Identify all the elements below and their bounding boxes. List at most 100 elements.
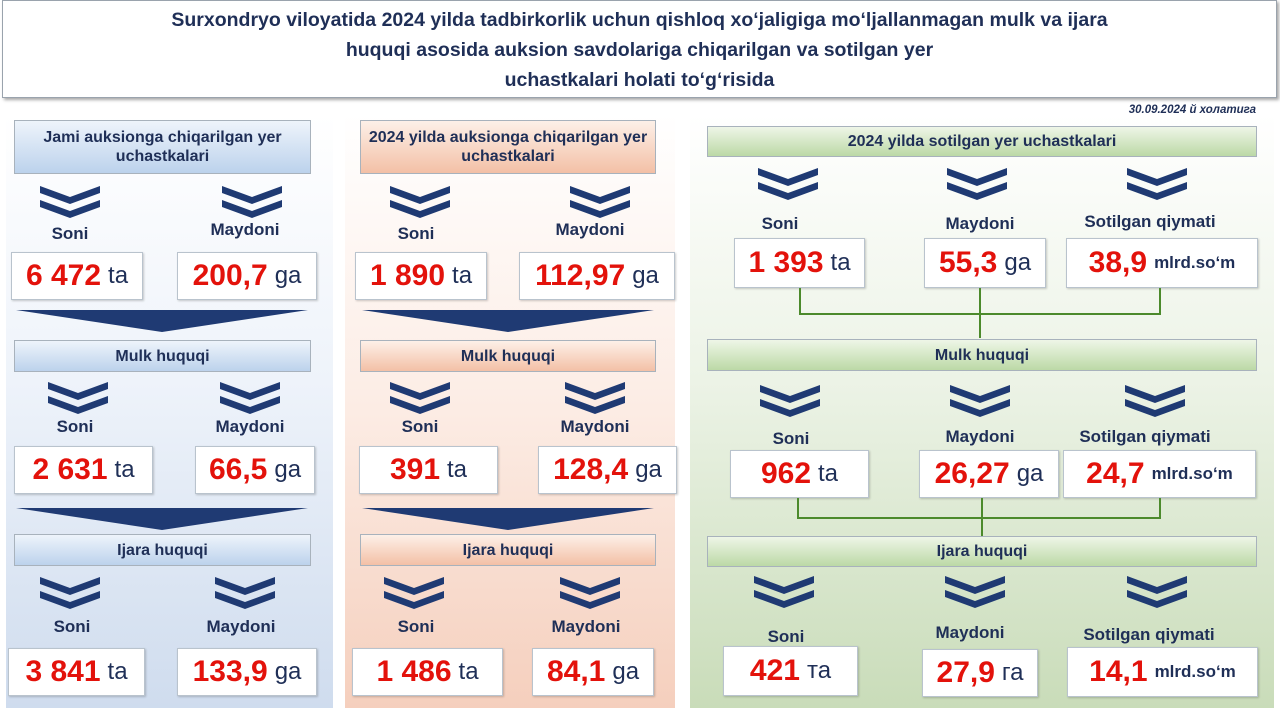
col1-ijara-header: Ijara huquqi [14, 534, 311, 566]
col2-total-maydoni: 112,97 [535, 259, 626, 292]
col2-mulk-soni: 391 [389, 453, 441, 486]
soni-label: Soni [772, 429, 810, 448]
col3-total-qiymati-box: 38,9 mlrd.so‘m [1066, 238, 1258, 288]
title-box: Surxondryo viloyatida 2024 yilda tadbirk… [2, 0, 1277, 98]
unit-ta: ta [107, 658, 128, 685]
chevron-down-icon [222, 186, 282, 218]
unit-mlrd: mlrd.so‘m [1154, 662, 1236, 681]
col3-mulk-qiymati: 24,7 [1086, 457, 1145, 490]
chevron-down-icon [947, 168, 1007, 200]
col3-ijara-soni-box: 421 та [723, 646, 858, 696]
chevron-down-icon [570, 186, 630, 218]
maydoni-label: Maydoni [935, 623, 1005, 642]
col3-total-qiymati: 38,9 [1088, 246, 1148, 279]
soni-label: Soni [51, 224, 89, 243]
col1-mulk-maydoni: 66,5 [208, 453, 268, 486]
chevron-down-icon [950, 385, 1010, 417]
maydoni-label: Maydoni [206, 617, 276, 636]
unit-ga: ga [274, 456, 302, 483]
col2-mulk-maydoni-box: 128,4 ga [538, 446, 677, 494]
chevron-down-icon [1127, 576, 1187, 608]
unit-ta: ta [108, 262, 129, 289]
unit-ga: ga [274, 262, 302, 289]
col3-total-maydoni-box: 55,3 ga [924, 238, 1046, 288]
col1-mulk-maydoni-box: 66,5 ga [195, 446, 315, 494]
soni-label: Soni [397, 224, 435, 243]
chevron-down-icon [760, 385, 820, 417]
unit-ta: ta [114, 456, 135, 483]
chevron-down-icon [560, 577, 620, 609]
unit-ga: ga [612, 658, 640, 685]
chevron-down-icon [390, 186, 450, 218]
qiymati-label: Sotilgan qiymati [1084, 212, 1216, 231]
col2-ijara-header: Ijara huquqi [360, 534, 656, 566]
soni-label: Soni [56, 417, 94, 436]
col1-mulk-soni: 2 631 [32, 453, 108, 486]
col1-ijara-maydoni-box: 133,9 ga [177, 648, 317, 696]
down-arrow-icon [362, 508, 654, 530]
col1-total-soni: 6 472 [25, 259, 102, 292]
title-line-1: Surxondryo viloyatida 2024 yilda tadbirk… [171, 9, 1108, 31]
panel-2024-auction [345, 114, 675, 708]
unit-ta: ta [458, 658, 479, 685]
col1-total-maydoni-box: 200,7 ga [177, 252, 317, 300]
maydoni-label: Maydoni [551, 617, 621, 636]
col3-mulk-maydoni: 26,27 [934, 457, 1010, 490]
col3-ijara-soni: 421 [749, 654, 800, 687]
maydoni-label: Maydoni [210, 220, 280, 239]
qiymati-label: Sotilgan qiymati [1083, 625, 1215, 644]
col2-ijara-maydoni-box: 84,1 ga [532, 648, 654, 696]
down-arrow-icon [16, 310, 308, 332]
col1-header: Jami auksionga chiqarilgan yer uchastkal… [14, 120, 311, 174]
col2-mulk-maydoni: 128,4 [553, 453, 629, 486]
connector-lines [797, 498, 1161, 536]
unit-ga: ga [1016, 460, 1044, 487]
col1-total-soni-box: 6 472 ta [11, 252, 143, 300]
unit-ga: ga [632, 262, 659, 289]
col2-header: 2024 yilda auksionga chiqarilgan yer uch… [360, 120, 656, 174]
chevron-down-icon [945, 576, 1005, 608]
chevron-down-icon [215, 577, 275, 609]
col3-total-soni: 1 393 [748, 246, 824, 279]
soni-label: Soni [397, 617, 435, 636]
col3-mulk-maydoni-box: 26,27 ga [919, 450, 1059, 498]
down-arrow-icon [362, 310, 654, 332]
maydoni-label: Maydoni [945, 427, 1015, 446]
maydoni-label: Maydoni [215, 417, 285, 436]
col3-mulk-soni-box: 962 ta [730, 450, 869, 498]
col2-mulk-soni-box: 391 ta [359, 446, 498, 494]
col3-mulk-header: Mulk huquqi [707, 339, 1257, 371]
col3-mulk-qiymati-box: 24,7 mlrd.so‘m [1063, 450, 1256, 498]
col2-ijara-soni: 1 486 [376, 655, 452, 688]
col1-total-maydoni: 200,7 [192, 259, 268, 292]
title-line-2: huquqi asosida auksion savdolariga chiqa… [345, 39, 934, 61]
col3-ijara-qiymati: 14,1 [1089, 655, 1148, 688]
chevron-down-icon [40, 577, 100, 609]
col2-ijara-soni-box: 1 486 ta [352, 648, 503, 696]
chevron-down-icon [390, 382, 450, 414]
maydoni-label: Maydoni [560, 417, 630, 436]
chevron-down-icon [384, 577, 444, 609]
qiymati-label: Sotilgan qiymati [1079, 427, 1211, 446]
chevron-down-icon [1127, 168, 1187, 200]
unit-mlrd: mlrd.so‘m [1151, 464, 1233, 483]
col1-ijara-soni-box: 3 841 ta [8, 648, 145, 696]
col1-mulk-header: Mulk huquqi [14, 340, 311, 372]
unit-ga: ga [635, 456, 662, 483]
chevron-down-icon [565, 382, 625, 414]
unit-ta: ta [452, 262, 473, 289]
col3-mulk-soni: 962 [760, 457, 812, 490]
title-line-3: uchastkalari holati to‘g‘risida [504, 69, 775, 91]
col2-total-maydoni-box: 112,97 ga [519, 252, 675, 300]
unit-ta: ta [818, 460, 839, 487]
col3-header: 2024 yilda sotilgan yer uchastkalari [707, 126, 1257, 157]
col3-ijara-header: Ijara huquqi [707, 536, 1257, 567]
unit-ta: та [806, 657, 832, 684]
chevron-down-icon [758, 168, 818, 200]
col3-ijara-maydoni: 27,9 [936, 656, 995, 689]
chevron-down-icon [48, 382, 108, 414]
col3-ijara-qiymati-box: 14,1 mlrd.so‘m [1067, 647, 1258, 697]
unit-ga: ga [274, 658, 302, 685]
soni-label: Soni [761, 214, 799, 233]
chevron-down-icon [220, 382, 280, 414]
